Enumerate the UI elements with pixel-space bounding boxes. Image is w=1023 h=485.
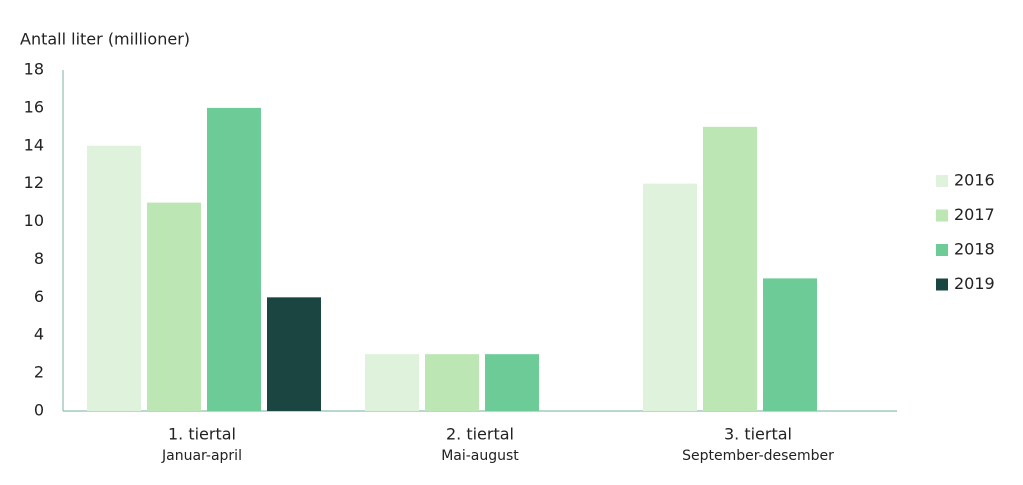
y-tick-label: 2 bbox=[34, 363, 44, 382]
y-tick-label: 16 bbox=[24, 97, 44, 116]
y-tick-label: 4 bbox=[34, 325, 44, 344]
x-tick-sublabel: Mai-august bbox=[441, 448, 519, 464]
bar bbox=[703, 126, 757, 411]
bar bbox=[643, 183, 697, 411]
y-tick-label: 8 bbox=[34, 249, 44, 268]
legend-swatch bbox=[936, 175, 948, 187]
y-tick-label: 6 bbox=[34, 287, 44, 306]
bar bbox=[87, 145, 141, 411]
legend-swatch bbox=[936, 209, 948, 222]
y-tick-label: 18 bbox=[24, 60, 44, 79]
y-tick-label: 0 bbox=[34, 401, 44, 420]
legend-label: 2016 bbox=[954, 171, 995, 190]
y-tick-label: 14 bbox=[24, 135, 44, 154]
x-tick-sublabel: September-desember bbox=[682, 448, 834, 464]
bar bbox=[763, 278, 817, 411]
y-tick-label: 12 bbox=[24, 173, 44, 192]
legend-label: 2018 bbox=[954, 240, 995, 259]
bar bbox=[147, 202, 201, 411]
bar bbox=[425, 354, 479, 411]
bar bbox=[365, 354, 419, 411]
y-tick-label: 10 bbox=[24, 211, 44, 230]
legend-label: 2019 bbox=[954, 274, 995, 293]
legend-swatch bbox=[936, 244, 948, 256]
bar bbox=[207, 107, 261, 411]
x-tick-label: 3. tiertal bbox=[724, 425, 792, 444]
x-tick-sublabel: Januar-april bbox=[161, 448, 242, 464]
x-tick-label: 2. tiertal bbox=[446, 425, 514, 444]
legend-swatch bbox=[936, 278, 948, 291]
x-tick-label: 1. tiertal bbox=[168, 425, 236, 444]
y-axis-label: Antall liter (millioner) bbox=[20, 30, 190, 49]
bar bbox=[267, 297, 321, 411]
legend-label: 2017 bbox=[954, 205, 995, 224]
bar bbox=[485, 354, 539, 411]
